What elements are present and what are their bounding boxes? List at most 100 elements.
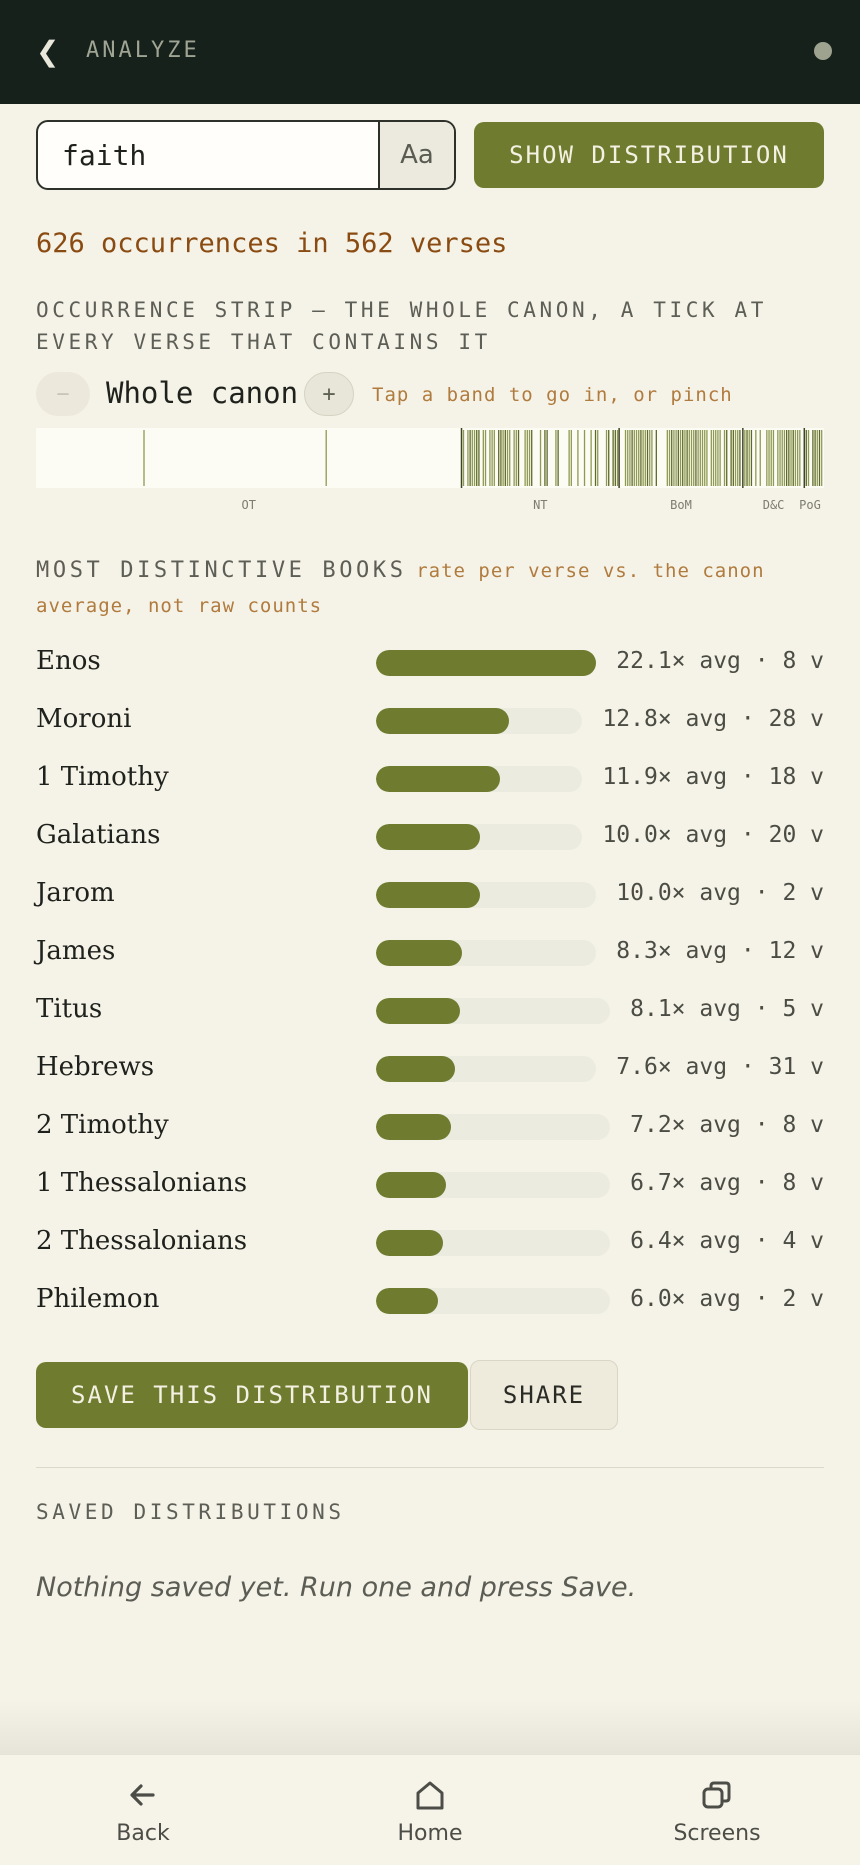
book-stat: 6.0× avg · 2 v xyxy=(630,1286,824,1312)
book-rate-bar-fill xyxy=(376,1288,439,1314)
nav-screens[interactable]: Screens xyxy=(617,1755,817,1865)
zoom-level-label: Whole canon xyxy=(106,376,299,410)
book-rate-bar-fill xyxy=(376,882,481,908)
book-name: Galatians xyxy=(36,820,161,850)
book-stat: 12.8× avg · 28 v xyxy=(602,706,824,732)
search-box: Aa xyxy=(36,120,456,190)
show-distribution-button[interactable]: SHOW DISTRIBUTION xyxy=(474,122,824,188)
strip-band-label[interactable]: PoG xyxy=(799,498,821,512)
books-title: MOST DISTINCTIVE BOOKS xyxy=(36,558,407,583)
saved-heading: SAVED DISTRIBUTIONS xyxy=(36,1500,345,1524)
screen-title: ANALYZE xyxy=(86,38,200,63)
book-row[interactable]: Jarom 10.0× avg · 2 v xyxy=(36,866,824,924)
book-stat: 7.2× avg · 8 v xyxy=(630,1112,824,1138)
bottom-nav: Back Home Screens xyxy=(0,1754,860,1865)
action-row: SAVE THIS DISTRIBUTION SHARE xyxy=(36,1360,824,1432)
book-rate-bar xyxy=(376,1288,610,1314)
book-rate-bar xyxy=(376,1056,596,1082)
book-rate-bar-fill xyxy=(376,1114,451,1140)
occurrence-summary: 626 occurrences in 562 verses xyxy=(36,228,508,259)
search-row: Aa SHOW DISTRIBUTION xyxy=(36,120,824,192)
book-rate-bar-fill xyxy=(376,1230,443,1256)
books-note: rate per verse vs. the canon average, no… xyxy=(36,560,765,617)
book-rate-bar xyxy=(376,1172,610,1198)
book-rate-bar xyxy=(376,940,596,966)
book-name: 1 Thessalonians xyxy=(36,1168,248,1198)
share-button[interactable]: SHARE xyxy=(470,1360,618,1430)
strip-background xyxy=(36,428,824,488)
book-rate-bar-fill xyxy=(376,766,500,792)
zoom-in-button[interactable]: + xyxy=(304,372,354,416)
nav-back[interactable]: Back xyxy=(43,1755,243,1865)
search-input[interactable] xyxy=(38,122,384,188)
book-row[interactable]: 2 Timothy 7.2× avg · 8 v xyxy=(36,1098,824,1156)
strip-band-label[interactable]: BoM xyxy=(670,498,692,512)
nav-home-label: Home xyxy=(397,1821,463,1846)
nav-home[interactable]: Home xyxy=(330,1755,530,1865)
save-distribution-button[interactable]: SAVE THIS DISTRIBUTION xyxy=(36,1362,468,1428)
top-bar: ❮ ANALYZE xyxy=(0,0,860,104)
divider xyxy=(36,1467,824,1468)
book-row[interactable]: Moroni 12.8× avg · 28 v xyxy=(36,692,824,750)
occurrence-strip[interactable] xyxy=(36,428,824,492)
arrow-left-icon xyxy=(130,1784,155,1806)
book-rate-bar xyxy=(376,1114,610,1140)
strip-band-label[interactable]: NT xyxy=(533,498,548,512)
book-stat: 6.7× avg · 8 v xyxy=(630,1170,824,1196)
zoom-hint: Tap a band to go in, or pinch xyxy=(372,384,733,406)
book-name: 2 Thessalonians xyxy=(36,1226,248,1256)
book-name: 2 Timothy xyxy=(36,1110,169,1140)
book-stat: 8.3× avg · 12 v xyxy=(616,938,824,964)
strip-band-labels: OT NT BoM D&C PoG xyxy=(36,498,824,518)
book-stat: 11.9× avg · 18 v xyxy=(602,764,824,790)
book-stat: 7.6× avg · 31 v xyxy=(616,1054,824,1080)
zoom-controls: − Whole canon + Tap a band to go in, or … xyxy=(36,372,824,420)
book-row[interactable]: Enos 22.1× avg · 8 v xyxy=(36,634,824,692)
saved-empty-text: Nothing saved yet. Run one and press Sav… xyxy=(36,1572,637,1603)
home-icon xyxy=(416,1781,444,1810)
book-rate-bar xyxy=(376,650,596,676)
nav-screens-label: Screens xyxy=(673,1821,761,1846)
book-stat: 8.1× avg · 5 v xyxy=(630,996,824,1022)
book-name: 1 Timothy xyxy=(36,762,169,792)
books-heading: MOST DISTINCTIVE BOOKS rate per verse vs… xyxy=(36,554,796,624)
case-toggle-button[interactable]: Aa xyxy=(378,122,454,188)
book-row[interactable]: 1 Thessalonians 6.7× avg · 8 v xyxy=(36,1156,824,1214)
book-list: Enos 22.1× avg · 8 v Moroni 12.8× avg · 28 … xyxy=(36,634,824,1330)
book-row[interactable]: 1 Timothy 11.9× avg · 18 v xyxy=(36,750,824,808)
screens-icon xyxy=(702,1781,731,1809)
book-name: Titus xyxy=(36,994,103,1024)
book-name: Moroni xyxy=(36,704,132,734)
book-stat: 6.4× avg · 4 v xyxy=(630,1228,824,1254)
book-row[interactable]: Galatians 10.0× avg · 20 v xyxy=(36,808,824,866)
strip-band-label[interactable]: OT xyxy=(241,498,256,512)
book-row[interactable]: Philemon 6.0× avg · 2 v xyxy=(36,1272,824,1330)
book-rate-bar xyxy=(376,766,582,792)
book-rate-bar xyxy=(376,1230,610,1256)
book-rate-bar xyxy=(376,882,596,908)
zoom-out-button[interactable]: − xyxy=(36,372,90,416)
bottom-shadow xyxy=(0,1700,860,1754)
book-rate-bar-fill xyxy=(376,824,481,850)
book-name: Philemon xyxy=(36,1284,160,1314)
book-rate-bar-fill xyxy=(376,650,596,676)
book-row[interactable]: 2 Thessalonians 6.4× avg · 4 v xyxy=(36,1214,824,1272)
book-stat: 10.0× avg · 2 v xyxy=(616,880,824,906)
book-row[interactable]: James 8.3× avg · 12 v xyxy=(36,924,824,982)
nav-back-label: Back xyxy=(116,1821,170,1846)
chevron-left-icon[interactable]: ❮ xyxy=(36,35,60,68)
status-dot xyxy=(814,42,832,60)
book-row[interactable]: Titus 8.1× avg · 5 v xyxy=(36,982,824,1040)
book-stat: 22.1× avg · 8 v xyxy=(616,648,824,674)
book-rate-bar-fill xyxy=(376,708,510,734)
book-row[interactable]: Hebrews 7.6× avg · 31 v xyxy=(36,1040,824,1098)
book-rate-bar-fill xyxy=(376,998,461,1024)
book-rate-bar xyxy=(376,708,582,734)
strip-band-label[interactable]: D&C xyxy=(762,498,785,512)
book-rate-bar-fill xyxy=(376,1172,446,1198)
book-name: Enos xyxy=(36,646,101,676)
book-name: James xyxy=(36,936,116,966)
book-rate-bar xyxy=(376,824,582,850)
strip-heading: OCCURRENCE STRIP — THE WHOLE CANON, A TI… xyxy=(36,298,767,354)
book-rate-bar-fill xyxy=(376,1056,456,1082)
